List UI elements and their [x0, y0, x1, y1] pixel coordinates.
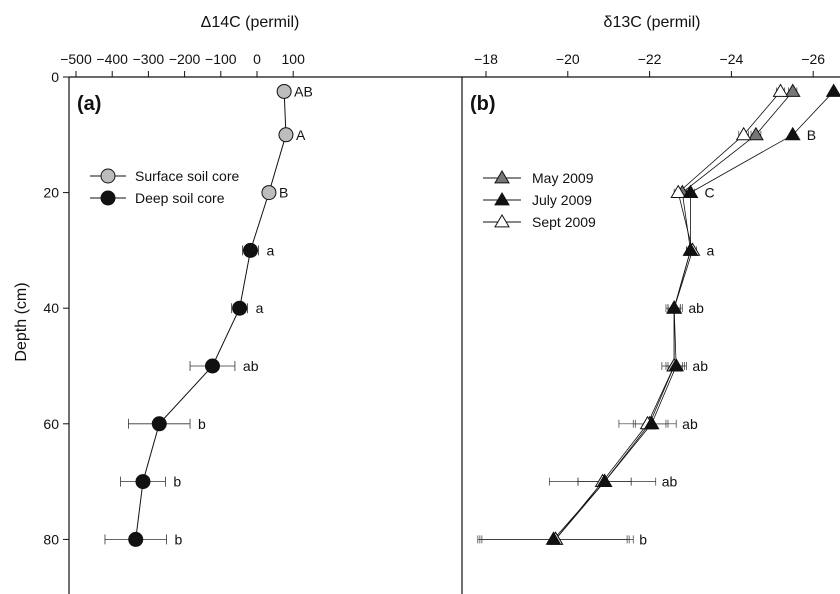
- panel-b-title: δ13C (permil): [604, 14, 701, 31]
- panel-a-x-tick-label: −300: [133, 51, 165, 67]
- y-tick-label-40: 40: [43, 300, 59, 316]
- panel-a-legend: Surface soil core Deep soil core: [90, 168, 239, 206]
- panel-b-letter-label: B: [807, 127, 816, 143]
- panel-b-point-1-2.5cm: [825, 83, 840, 97]
- y-tick-label-20: 20: [43, 185, 59, 201]
- panel-b-point-0-2.5cm: [784, 83, 801, 97]
- panel-a-profile-line: [135, 91, 287, 540]
- y-tick-label-60: 60: [43, 416, 59, 432]
- panel-b-letter-label: a: [707, 242, 715, 258]
- panel-a-letter-label: a: [256, 300, 264, 316]
- panel-a-point-10cm: [278, 127, 294, 143]
- panel-b-letter-label: ab: [692, 358, 708, 374]
- panel-a-point-40cm: [232, 300, 248, 316]
- panel-a-point-30cm: [242, 242, 258, 258]
- legend-b-marker: [494, 192, 510, 206]
- panel-b-legend: May 2009 July 2009 Sept 2009: [483, 170, 596, 230]
- panel-a-axes: −500 −400 −300 −200 −100 0 100: [60, 51, 305, 77]
- panel-a-point-80cm: [128, 531, 144, 547]
- panel-b-point-1-20cm: [682, 184, 699, 198]
- panel-b-point-1-70cm: [596, 473, 613, 487]
- panel-a-point-70cm: [135, 474, 151, 490]
- panel-b-label: (b): [470, 93, 496, 115]
- panel-b-point-1-30cm: [682, 242, 699, 256]
- panel-b-point-1-50cm: [668, 358, 685, 372]
- panel-a-x-tick-label: 100: [282, 51, 306, 67]
- panel-b-line-2: [555, 91, 781, 540]
- panel-a-point-60cm: [151, 416, 167, 432]
- y-tick-label-80: 80: [43, 531, 59, 547]
- panel-a-label: (a): [77, 93, 101, 115]
- panel-b-plot: B Ca ab ab ab ab b: [477, 83, 840, 547]
- panel-b-letter-label: ab: [682, 416, 698, 432]
- legend-b-marker: [494, 214, 510, 228]
- panel-b-point-0-10cm: [748, 126, 764, 141]
- panel-a-point-2.5cm: [276, 83, 292, 99]
- panel-a-letter-label: b: [175, 531, 183, 547]
- panel-b-point-2-2.5cm: [772, 83, 789, 97]
- panel-b-letter-label: C: [705, 185, 715, 201]
- legend-a-label: Deep soil core: [135, 190, 225, 206]
- legend-a-label: Surface soil core: [135, 168, 239, 184]
- panel-a-letter-label: A: [296, 127, 306, 143]
- panel-a-x-tick-label: 0: [253, 51, 261, 67]
- panel-b-x-tick-label: −20: [556, 51, 580, 67]
- panel-b-letter-label: b: [639, 531, 647, 547]
- panel-b-x-tick-label: −18: [474, 51, 498, 67]
- panel-a-letter-label: b: [173, 474, 181, 490]
- y-axis-ticks: 0 20 40 60 80: [43, 69, 69, 547]
- panel-b-point-1-10cm: [784, 126, 801, 141]
- panel-b-point-2-10cm: [735, 126, 752, 141]
- panel-b-x-tick-label: −24: [720, 51, 744, 67]
- panel-a-letter-label: AB: [294, 83, 313, 99]
- legend-a-marker: [100, 190, 116, 206]
- panel-a-point-50cm: [204, 358, 220, 374]
- panel-b-point-1-80cm: [545, 531, 562, 545]
- panel-a-x-tick-label: −200: [169, 51, 201, 67]
- y-tick-label-0: 0: [51, 69, 59, 85]
- panel-a-letter-label: b: [198, 416, 206, 432]
- legend-a-marker: [100, 168, 116, 184]
- panel-b-x-tick-label: −26: [801, 51, 825, 67]
- panel-b-point-1-40cm: [666, 300, 683, 314]
- panel-b-letter-label: ab: [688, 300, 704, 316]
- panel-b-letter-label: ab: [662, 474, 678, 490]
- legend-b-label: Sept 2009: [532, 214, 596, 230]
- legend-b-label: May 2009: [532, 170, 594, 186]
- panel-a-x-tick-label: −400: [96, 51, 128, 67]
- panel-a-x-tick-label: −500: [60, 51, 92, 67]
- panel-a-letter-label: a: [266, 242, 274, 258]
- panel-b-x-tick-label: −22: [638, 51, 662, 67]
- panel-a-letter-label: B: [279, 185, 288, 201]
- panel-b-point-1-60cm: [643, 415, 660, 430]
- panel-a-point-20cm: [261, 185, 277, 201]
- legend-b-marker: [494, 170, 510, 184]
- panel-b-point-2-20cm: [670, 184, 687, 198]
- panel-a-title: Δ14C (permil): [201, 14, 300, 31]
- legend-b-label: July 2009: [532, 192, 592, 208]
- panel-a-letter-label: ab: [243, 358, 259, 374]
- y-axis-label: Depth (cm): [13, 282, 30, 361]
- panel-b-axes: −18 −20 −22 −24 −26: [474, 51, 825, 77]
- panel-a-x-tick-label: −100: [205, 51, 237, 67]
